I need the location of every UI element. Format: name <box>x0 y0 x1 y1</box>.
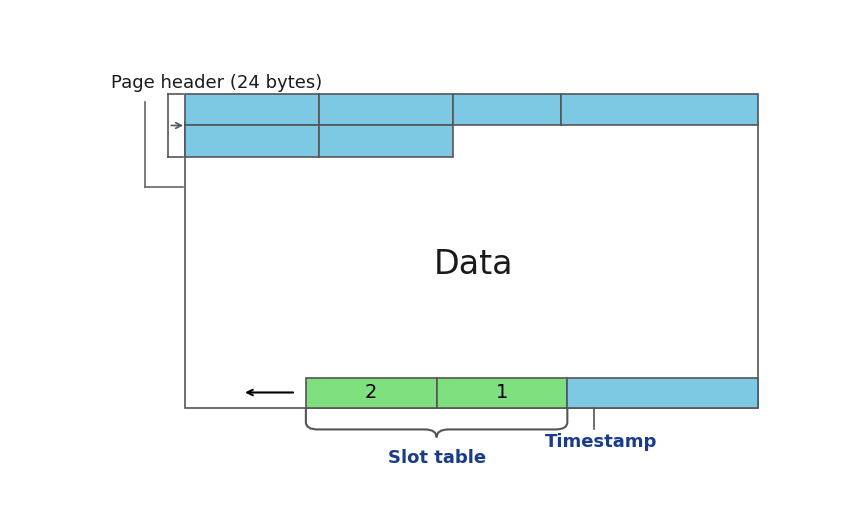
Bar <box>185 125 319 157</box>
Text: Slot table: Slot table <box>388 449 485 467</box>
Bar <box>185 122 759 408</box>
Bar <box>567 378 759 408</box>
Text: Page header (24 bytes): Page header (24 bytes) <box>112 74 323 92</box>
Bar <box>437 378 567 408</box>
Bar <box>319 94 453 125</box>
Text: Timestamp: Timestamp <box>545 433 657 452</box>
Bar <box>319 125 453 157</box>
Text: 2: 2 <box>365 383 377 402</box>
Bar <box>561 94 759 125</box>
Text: Data: Data <box>433 248 513 281</box>
Bar <box>306 378 437 408</box>
Bar <box>453 94 561 125</box>
Bar <box>185 94 319 125</box>
Text: 1: 1 <box>496 383 508 402</box>
